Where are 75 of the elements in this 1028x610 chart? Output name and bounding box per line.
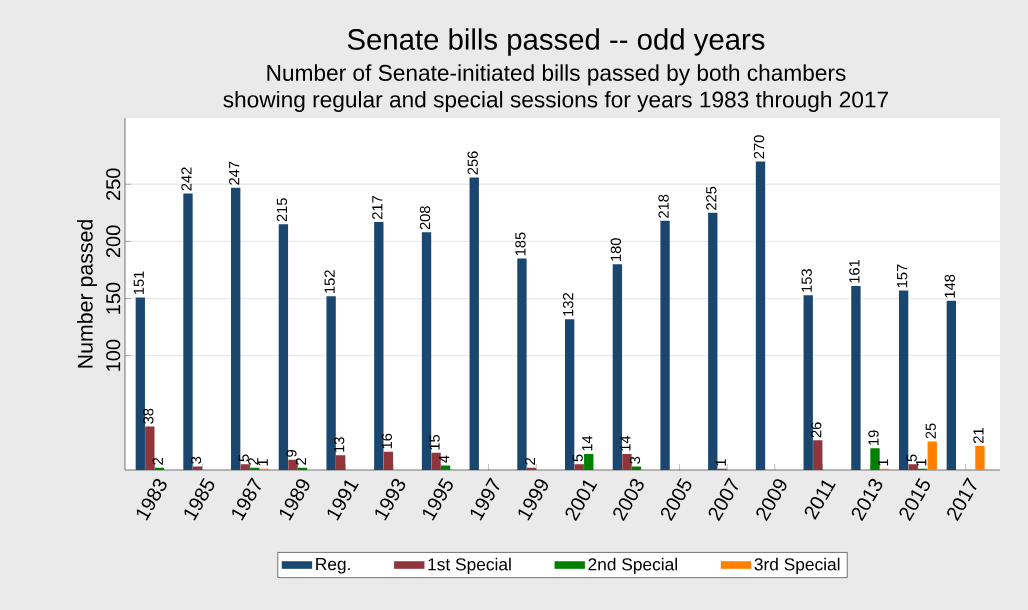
data-label: 270 bbox=[753, 135, 765, 159]
data-label: 161 bbox=[849, 259, 860, 283]
bar bbox=[135, 297, 145, 470]
data-label: 5 bbox=[906, 454, 917, 462]
data-label: 3 bbox=[629, 456, 641, 464]
bar bbox=[335, 455, 346, 470]
bar bbox=[326, 296, 336, 470]
data-label: 148 bbox=[944, 274, 956, 298]
bar bbox=[927, 441, 937, 470]
data-label: 225 bbox=[706, 186, 717, 210]
data-label: 1 bbox=[916, 459, 927, 466]
data-label: 2 bbox=[524, 458, 536, 465]
legend-label: Reg. bbox=[316, 558, 350, 574]
data-label: 16 bbox=[381, 433, 393, 449]
bar bbox=[584, 453, 594, 470]
legend-label: 2nd Special bbox=[588, 557, 677, 574]
data-label: 208 bbox=[419, 206, 431, 230]
data-label: 5 bbox=[238, 454, 249, 462]
data-label: 14 bbox=[582, 435, 593, 451]
data-label: 15 bbox=[429, 434, 440, 450]
bar bbox=[183, 193, 193, 470]
legend-label: 1st Special bbox=[428, 557, 511, 574]
y-tick-label: 150 bbox=[106, 282, 121, 314]
data-label: 180 bbox=[610, 238, 622, 261]
bar bbox=[383, 451, 394, 470]
data-label: 242 bbox=[181, 167, 192, 191]
data-label: 5 bbox=[572, 454, 583, 462]
bar bbox=[431, 452, 441, 470]
data-label: 153 bbox=[801, 269, 812, 292]
bar bbox=[574, 464, 584, 470]
data-label: 151 bbox=[133, 271, 144, 295]
y-tick-label: 250 bbox=[106, 168, 121, 200]
data-label: 247 bbox=[228, 161, 240, 185]
data-label: 25 bbox=[925, 423, 936, 439]
bar bbox=[975, 445, 985, 470]
data-label: 2 bbox=[295, 458, 307, 465]
data-label: 1 bbox=[715, 459, 726, 466]
data-label: 9 bbox=[286, 449, 297, 457]
data-label: 218 bbox=[658, 194, 669, 218]
y-axis-title: Number passed bbox=[77, 220, 97, 368]
data-label: 1 bbox=[257, 459, 268, 466]
data-label: 21 bbox=[973, 428, 984, 443]
data-label: 157 bbox=[897, 264, 908, 288]
data-label: 256 bbox=[467, 151, 478, 175]
data-label: 13 bbox=[333, 437, 345, 452]
data-label: 132 bbox=[562, 293, 574, 316]
bar bbox=[946, 300, 957, 470]
bar bbox=[870, 448, 880, 470]
data-label: 14 bbox=[620, 435, 631, 451]
bar bbox=[908, 464, 918, 470]
data-label: 3 bbox=[190, 456, 202, 464]
data-label: 38 bbox=[143, 408, 154, 424]
bar bbox=[755, 161, 766, 470]
data-label: 185 bbox=[515, 232, 526, 256]
data-label: 19 bbox=[868, 430, 879, 445]
data-label: 26 bbox=[811, 422, 822, 438]
bar bbox=[813, 440, 823, 470]
bar bbox=[660, 220, 670, 470]
data-label: 2 bbox=[152, 458, 163, 465]
data-label: 4 bbox=[439, 455, 450, 463]
bar bbox=[440, 465, 451, 470]
data-label: 215 bbox=[276, 198, 288, 222]
legend-label: 3rd Special bbox=[754, 557, 840, 574]
data-label: 217 bbox=[372, 195, 383, 219]
chart-title: Senate bills passed -- odd years bbox=[347, 28, 765, 56]
bar bbox=[469, 177, 479, 470]
bar bbox=[851, 285, 861, 470]
data-label: 2 bbox=[248, 458, 259, 465]
y-tick-label: 100 bbox=[106, 339, 121, 371]
y-tick-label: 200 bbox=[106, 225, 121, 258]
data-label: 152 bbox=[324, 270, 335, 293]
bar bbox=[803, 295, 813, 470]
data-label: 1 bbox=[877, 459, 889, 466]
bar bbox=[240, 464, 250, 470]
chart-subtitle: Number of Senate-initiated bills passed by both chambers showing regular and special sessions for years 1983 through 2017 bbox=[223, 64, 888, 113]
